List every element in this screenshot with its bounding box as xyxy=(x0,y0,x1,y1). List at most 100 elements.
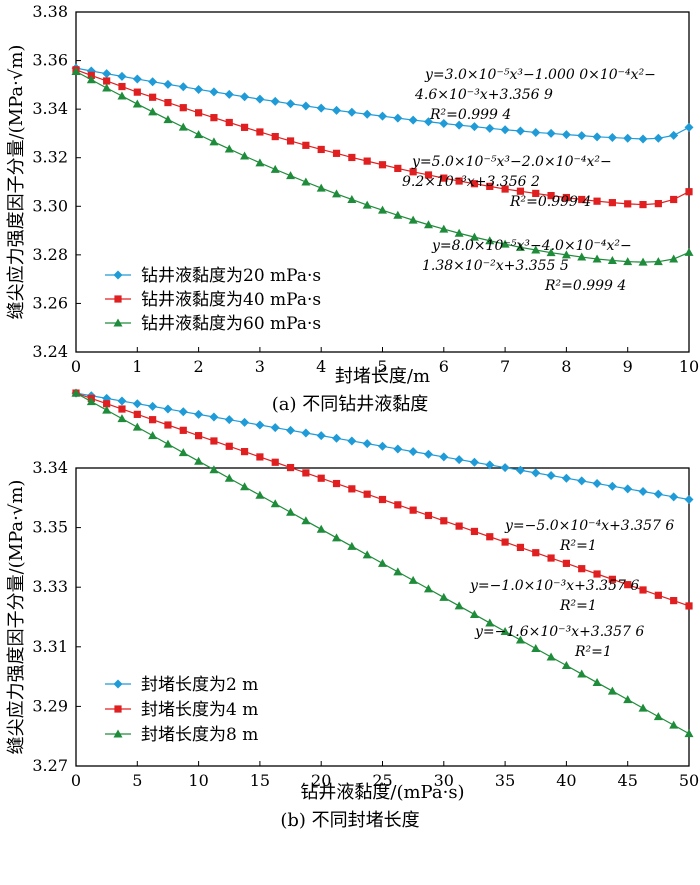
data-point xyxy=(363,157,371,165)
x-tick-label: 2 xyxy=(194,357,204,376)
figure-caption: (a) 不同钻井液黏度 xyxy=(272,394,429,415)
data-point xyxy=(592,132,602,142)
data-point xyxy=(132,99,142,108)
data-point xyxy=(654,591,662,599)
equation-text: y=−5.0×10⁻⁴x+3.357 6 xyxy=(504,518,674,534)
data-point xyxy=(332,105,342,115)
data-point xyxy=(133,88,141,96)
data-point xyxy=(179,426,187,434)
data-point xyxy=(348,153,356,162)
data-point xyxy=(393,567,403,576)
y-tick-label: 3.35 xyxy=(32,518,68,537)
data-point xyxy=(684,495,694,505)
data-point xyxy=(103,400,111,408)
data-point xyxy=(608,575,616,583)
data-point xyxy=(669,130,679,140)
y-tick-label: 3.26 xyxy=(32,293,68,312)
data-point xyxy=(378,111,387,121)
data-point xyxy=(332,479,341,488)
data-point xyxy=(469,122,479,132)
data-point xyxy=(179,104,187,112)
x-tick-label: 35 xyxy=(495,771,515,790)
data-point xyxy=(102,405,112,414)
data-point xyxy=(670,195,678,204)
data-point xyxy=(240,448,249,456)
data-point xyxy=(378,441,387,451)
data-point xyxy=(332,189,342,198)
data-point xyxy=(608,199,616,207)
legend-marker xyxy=(114,705,122,713)
data-point xyxy=(454,120,464,130)
data-point xyxy=(301,516,311,525)
data-point xyxy=(685,188,693,196)
series-3 xyxy=(71,388,694,738)
data-point xyxy=(485,460,495,470)
data-point xyxy=(210,437,218,445)
x-tick-label: 15 xyxy=(250,771,270,790)
data-point xyxy=(439,224,449,233)
chart-panel-b: 0 5 10 15 20 25 30 35 40 45 50 3.27 3.29 3.31 3.33 3.35… xyxy=(6,388,699,831)
y-tick-label: 3.34 xyxy=(32,99,68,118)
data-point xyxy=(607,686,617,695)
x-tick-label: 25 xyxy=(372,771,392,790)
data-point xyxy=(546,128,556,138)
data-point xyxy=(240,92,250,102)
y-tick-label: 3.30 xyxy=(32,196,68,215)
data-point xyxy=(316,524,326,533)
data-point xyxy=(532,549,540,557)
data-point xyxy=(454,601,464,610)
data-point xyxy=(592,254,602,263)
data-point xyxy=(209,137,219,146)
r-squared-text: R²=1 xyxy=(574,644,612,660)
data-point xyxy=(408,115,418,125)
legend-label: 钻井液黏度为60 mPa·s xyxy=(141,314,321,334)
x-tick-label: 40 xyxy=(556,771,576,790)
legend-item: 封堵长度为4 m xyxy=(105,700,258,720)
data-point xyxy=(561,661,571,670)
series-2 xyxy=(72,389,693,610)
data-point xyxy=(118,82,126,91)
data-point xyxy=(393,113,403,123)
data-point xyxy=(561,250,571,259)
data-point xyxy=(332,533,342,542)
equation-text: y=3.0×10⁻⁵x³−1.000 0×10⁻⁴x²− xyxy=(424,67,656,83)
data-point xyxy=(378,495,387,504)
data-point xyxy=(485,236,495,245)
data-point xyxy=(531,468,541,478)
data-point xyxy=(578,565,586,573)
data-point xyxy=(470,527,479,536)
legend-label: 封堵长度为8 m xyxy=(141,725,258,745)
data-point xyxy=(561,130,571,140)
y-tick-label: 3.27 xyxy=(32,756,68,775)
data-point xyxy=(256,128,264,136)
data-point xyxy=(255,420,265,430)
data-point xyxy=(378,205,387,214)
data-point xyxy=(409,506,417,514)
data-point xyxy=(500,125,510,135)
data-point xyxy=(163,439,173,448)
x-tick-label: 0 xyxy=(71,357,81,376)
equation-text: 9.2×10⁻³x+3.356 2 xyxy=(402,174,540,190)
data-point xyxy=(424,171,433,179)
data-point xyxy=(469,232,479,241)
data-point xyxy=(225,118,233,127)
x-tick-label: 10 xyxy=(188,771,208,790)
data-point xyxy=(209,87,219,97)
data-point xyxy=(623,695,633,704)
x-axis-title: 钻井液黏度/(mPa·s) xyxy=(300,782,464,803)
data-point xyxy=(316,431,326,441)
data-point xyxy=(163,115,173,124)
data-point xyxy=(439,452,449,462)
data-point xyxy=(102,69,112,79)
data-point xyxy=(408,575,418,584)
data-point xyxy=(578,195,586,204)
data-point xyxy=(194,130,204,139)
legend-item: 封堵长度为8 m xyxy=(105,725,258,745)
data-point xyxy=(623,257,633,266)
r-squared-text: R²=1 xyxy=(559,598,597,614)
data-point xyxy=(149,93,157,101)
data-point xyxy=(562,193,570,202)
data-point xyxy=(486,533,494,541)
equation-text: y=8.0×10⁻⁵x³−4.0×10⁻⁴x²− xyxy=(431,238,632,254)
